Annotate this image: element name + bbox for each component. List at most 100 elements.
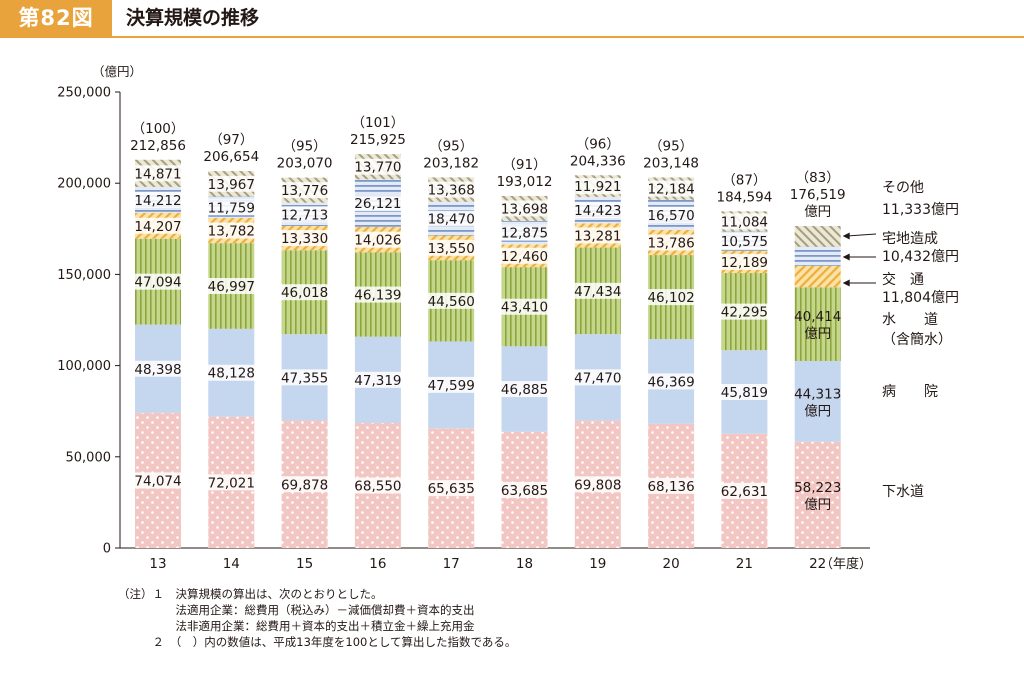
y-axis-unit-label: （億円）: [92, 64, 142, 79]
index-label: （101）: [352, 115, 405, 131]
header-rule: [0, 36, 1024, 38]
data-label: 12,875: [501, 226, 548, 242]
data-label: 46,369: [647, 374, 694, 390]
data-label: 65,635: [428, 481, 475, 497]
legend-arrow-head: [842, 279, 850, 287]
data-label-bg: [278, 369, 332, 386]
bar-segment: [794, 246, 841, 266]
data-label-bg: [351, 231, 405, 248]
note-line: 法非適用企業：総費用＋資本的支出＋積立金＋繰上充用金: [118, 619, 475, 633]
data-label-bg: [424, 239, 478, 256]
data-label-bg: [717, 383, 771, 400]
total-unit-label: 億円: [804, 204, 831, 220]
notes: （注）１ 決算規模の算出は、次のとおりとした。 法適用企業：総費用（税込み）－減…: [118, 586, 516, 650]
data-label-bg: [204, 277, 258, 294]
legend-value: 10,432億円: [882, 249, 959, 265]
x-tick-label: 16: [369, 556, 386, 572]
data-label: 13,368: [428, 183, 475, 199]
index-label: （87）: [722, 172, 766, 188]
data-label: 14,207: [134, 219, 181, 235]
data-label: 68,550: [354, 478, 401, 494]
data-label-bg: [424, 181, 478, 198]
data-label-unit: 億円: [804, 497, 831, 513]
index-label: （95）: [649, 138, 693, 154]
index-label: （95）: [429, 138, 473, 154]
data-label-bg: [131, 217, 185, 234]
data-label-bg: [204, 474, 258, 491]
data-label: 13,550: [428, 241, 475, 257]
y-tick-label: 50,000: [66, 450, 112, 465]
data-label-bg: [497, 224, 552, 241]
data-label: 63,685: [501, 483, 548, 499]
legend-arrow-head: [842, 232, 850, 240]
data-label: 10,575: [721, 234, 768, 250]
total-label: 212,856: [130, 138, 186, 154]
data-label: 47,094: [134, 275, 181, 291]
data-label-bg: [131, 273, 185, 290]
data-label-bg: [497, 247, 552, 264]
data-label-bg: [131, 191, 185, 208]
data-label: 11,084: [721, 214, 768, 230]
total-label: 184,594: [716, 189, 772, 205]
data-label-bg: [644, 206, 698, 223]
index-label: （97）: [209, 132, 253, 148]
x-tick-label: 14: [223, 556, 240, 572]
data-label-bg: [424, 292, 478, 309]
data-label-bg: [278, 230, 332, 247]
bar-segment: [794, 265, 841, 288]
total-label: 204,336: [570, 153, 626, 169]
data-label: 46,885: [501, 382, 548, 398]
data-label: 14,026: [354, 233, 401, 249]
x-tick-label: 17: [443, 556, 460, 572]
legend-arrow-head: [842, 253, 850, 261]
data-label: 14,871: [134, 166, 181, 182]
total-label: 203,070: [277, 156, 333, 172]
data-label: 48,128: [208, 366, 255, 382]
data-label: 12,184: [647, 182, 694, 198]
bar-segment: [794, 287, 841, 361]
x-tick-label: 22: [809, 556, 826, 572]
data-label: 11,921: [574, 179, 621, 195]
data-label: 47,319: [354, 373, 401, 389]
legend-label: 下水道: [882, 484, 924, 500]
data-label: 48,398: [134, 362, 181, 378]
data-label-bg: [204, 222, 258, 239]
data-label: 42,295: [721, 305, 768, 321]
data-label: 12,189: [721, 255, 768, 271]
data-label: 69,878: [281, 477, 328, 493]
index-label: （100）: [132, 121, 185, 137]
total-label: 176,519: [790, 187, 846, 203]
data-label-bg: [351, 195, 405, 212]
index-label: （91）: [502, 157, 546, 173]
data-label-bg: [571, 282, 625, 299]
legend-value: 11,804億円: [882, 290, 959, 306]
data-label-bg: [131, 472, 185, 489]
x-tick-label: 18: [516, 556, 533, 572]
legend-value: 11,333億円: [882, 202, 959, 218]
data-label: 14,423: [574, 203, 621, 219]
data-label: 62,631: [721, 484, 768, 500]
data-label: 13,776: [281, 183, 328, 199]
data-label: 46,018: [281, 285, 328, 301]
data-label-bg: [278, 476, 332, 493]
x-tick-label: 20: [663, 556, 680, 572]
y-tick-label: 0: [103, 542, 111, 557]
data-label: 44,560: [428, 294, 475, 310]
bar-segment: [794, 360, 841, 442]
x-tick-label: 19: [589, 556, 606, 572]
data-label: 72,021: [208, 475, 255, 491]
data-label-bg: [278, 182, 332, 199]
index-label: （83）: [796, 170, 840, 186]
total-label: 193,012: [497, 174, 553, 190]
data-label-bg: [497, 481, 552, 498]
data-label-bg: [644, 234, 698, 251]
data-label: 18,470: [428, 212, 475, 228]
data-label-bg: [571, 369, 625, 386]
data-label-bg: [497, 298, 552, 315]
data-label: 14,212: [134, 193, 181, 209]
figure-header: 第82図 決算規模の推移: [0, 0, 1024, 38]
data-label-bg: [571, 178, 625, 195]
data-label-bg: [424, 210, 478, 227]
data-label: 13,967: [208, 177, 255, 193]
